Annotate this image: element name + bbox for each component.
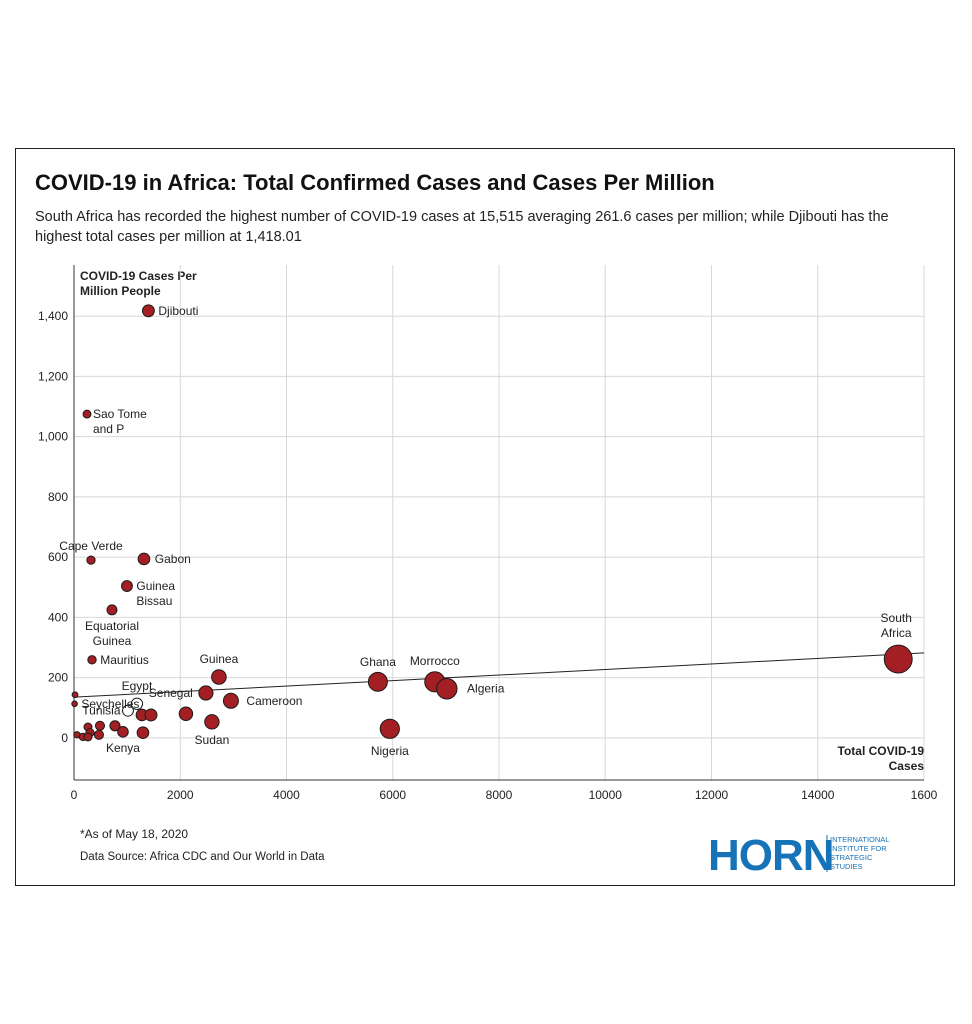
y-tick-label: 1,000 [38,430,68,444]
y-tick-label: 400 [48,610,68,624]
point [436,678,458,700]
point [82,409,92,419]
x-tick-label: 1600 [911,788,938,802]
y-axis-label: COVID-19 Cases Per Million People [80,269,197,298]
point-label: Seychelles [81,697,139,711]
point [178,706,194,721]
point [211,669,227,685]
point [883,644,913,674]
point-label: Mauritius [100,653,149,667]
point [122,704,134,717]
x-tick-label: 12000 [695,788,729,802]
point-label: Morrocco [410,654,460,668]
x-tick-label: 10000 [589,788,623,802]
y-tick-label: 0 [61,731,68,745]
chart-title: COVID-19 in Africa: Total Confirmed Case… [35,170,715,195]
point [130,697,144,710]
point [83,732,93,742]
point-label: Gabon [155,552,191,566]
point [71,691,79,699]
point [121,580,133,592]
point-label: Cape Verde [59,539,123,553]
point [141,304,155,318]
point-label: Djibouti [158,304,198,318]
point [109,720,121,732]
point-label: Ghana [360,655,396,669]
footnote: *As of May 18, 2020 [80,827,188,841]
y-tick-label: 800 [48,490,68,504]
point [379,718,400,739]
point [94,720,106,731]
point-label: Senegal [149,686,193,700]
logo: HORN [708,831,834,880]
point-label: Sao Tome and P [93,407,147,436]
y-tick-label: 1,200 [38,369,68,383]
point [144,708,158,722]
point [222,692,239,709]
x-tick-label: 14000 [801,788,835,802]
source: Data Source: Africa CDC and Our World in… [80,851,325,863]
point-label: Nigeria [371,744,409,758]
frame [15,148,955,886]
y-tick-label: 600 [48,550,68,564]
trend-line [73,652,925,698]
x-tick-label: 0 [71,788,78,802]
point [117,726,129,738]
x-tick-label: 2000 [167,788,194,802]
point-label: Algeria [467,682,505,696]
point [93,729,104,740]
point-label: Tunisia [82,704,121,718]
point [198,685,214,701]
point [71,700,78,708]
logo-text: INSTITUTE FOR [830,844,887,853]
x-axis-label: Total COVID-19 Cases [838,744,925,773]
point [204,714,220,730]
point-label: Cameroon [246,694,302,708]
point-label: Guinea [200,652,239,666]
y-tick-label: 200 [48,671,68,685]
point-label: Egypt [122,679,153,693]
x-tick-label: 4000 [273,788,300,802]
point-label: Equatorial Guinea [85,619,139,648]
point [137,552,151,566]
point-label: Kenya [106,741,140,755]
logo-text: STUDIES [830,862,863,871]
x-tick-label: 6000 [379,788,406,802]
subtitle: South Africa has recorded the highest nu… [35,209,889,245]
point [136,726,150,740]
x-tick-label: 8000 [486,788,513,802]
point-label: South Africa [881,611,912,640]
point-label: Sudan [195,733,230,747]
logo-text: INTERNATIONAL [830,835,889,844]
point [87,655,97,665]
point [86,555,96,565]
logo-text: STRATEGIC [830,853,873,862]
point [367,671,388,692]
point-label: Guinea Bissau [136,579,175,608]
y-tick-label: 1,400 [38,309,68,323]
point [106,604,118,616]
